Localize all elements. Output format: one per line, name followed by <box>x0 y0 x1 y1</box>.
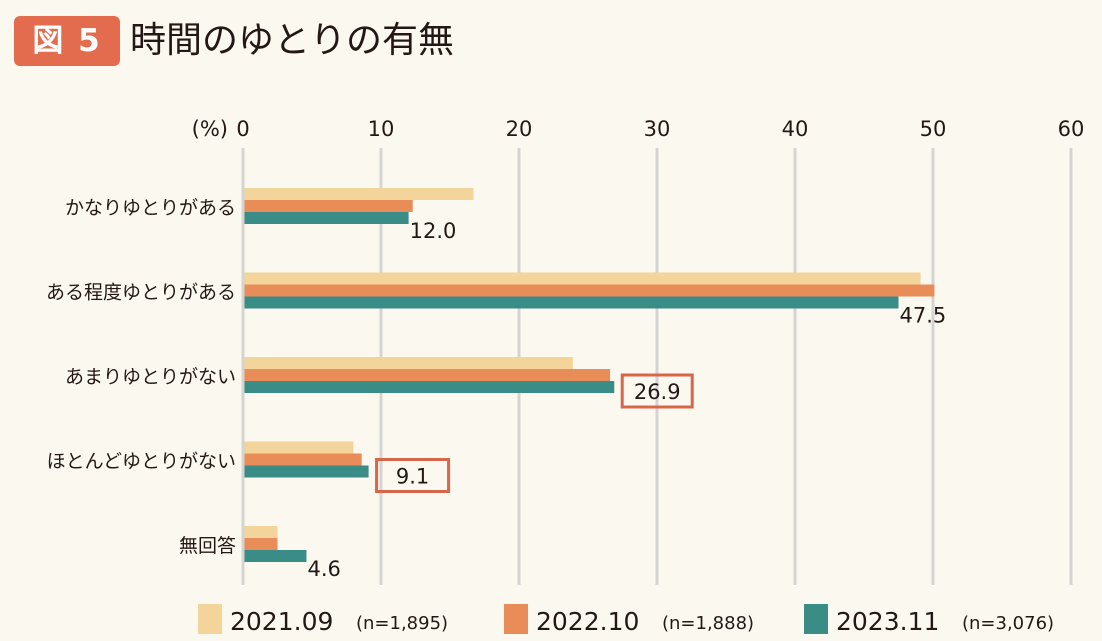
bar-2023-11 <box>244 296 899 309</box>
bar-2021-09 <box>244 188 474 200</box>
bar-2021-09 <box>244 526 278 538</box>
data-label: 12.0 <box>410 219 457 243</box>
x-tick-label-20: 20 <box>506 117 533 141</box>
x-tick-label-30: 30 <box>644 117 671 141</box>
legend-label: 2023.11 <box>836 607 939 636</box>
bar-2023-11 <box>244 550 307 562</box>
legend-label: 2022.10 <box>536 607 639 636</box>
chart-title: 時間のゆとりの有無 <box>130 20 455 61</box>
legend-n-label: (n=1,895) <box>356 613 448 634</box>
bar-2022-10 <box>244 453 362 466</box>
bar-2022-10 <box>244 538 278 550</box>
legend-label: 2021.09 <box>230 607 333 636</box>
x-tick-label-0: 0 <box>236 117 249 141</box>
legend-swatch-2023-11 <box>804 604 828 634</box>
category-label: かなりゆとりがある <box>65 197 236 219</box>
bar-2021-09 <box>244 357 573 369</box>
bar-2022-10 <box>244 369 611 381</box>
category-label: あまりゆとりがない <box>65 366 236 388</box>
bar-2021-09 <box>244 441 354 454</box>
highlight-box <box>620 373 694 409</box>
x-tick-label-50: 50 <box>920 117 947 141</box>
unit-label: (%) <box>192 117 228 141</box>
data-label: 9.1 <box>396 465 429 489</box>
x-tick-label-60: 60 <box>1058 117 1085 141</box>
figure-badge: 図 5 <box>14 16 120 66</box>
category-label: 無回答 <box>179 535 236 557</box>
bar-2021-09 <box>244 272 921 285</box>
data-label: 26.9 <box>634 380 681 404</box>
bar-2022-10 <box>244 200 413 212</box>
bar-2023-11 <box>244 212 409 224</box>
legend-swatch-2021-09 <box>198 604 222 634</box>
legend-n-label: (n=1,888) <box>662 613 754 634</box>
bar-2023-11 <box>244 381 615 393</box>
bar-2022-10 <box>244 284 935 297</box>
x-tick-label-10: 10 <box>368 117 395 141</box>
bar-2023-11 <box>244 465 369 478</box>
highlight-box <box>375 458 451 493</box>
x-tick-label-40: 40 <box>782 117 809 141</box>
legend-n-label: (n=3,076) <box>962 613 1054 634</box>
category-label: ほとんどゆとりがない <box>47 451 236 473</box>
category-label: ある程度ゆとりがある <box>46 282 236 304</box>
data-label: 4.6 <box>307 557 340 581</box>
data-label: 47.5 <box>900 304 947 328</box>
legend-swatch-2022-10 <box>504 604 528 634</box>
